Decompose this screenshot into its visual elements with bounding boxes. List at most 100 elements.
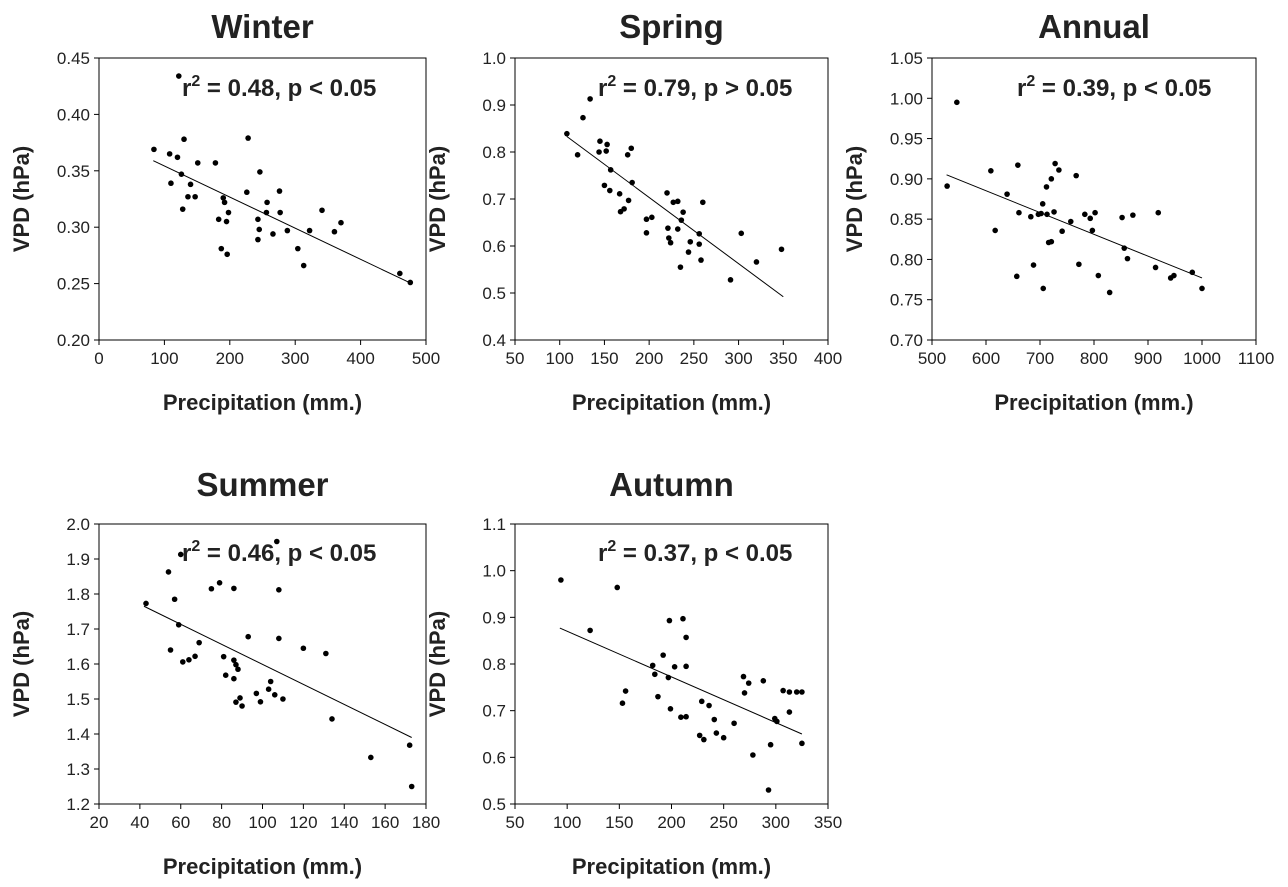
data-point	[1048, 176, 1055, 182]
data-point	[750, 752, 756, 758]
x-axis-label: Precipitation (mm.)	[572, 390, 771, 415]
data-point	[988, 168, 994, 174]
y-axis-label: VPD (hPa)	[425, 146, 450, 252]
data-point	[649, 214, 655, 221]
data-point	[683, 713, 689, 720]
x-tick-label: 400	[814, 349, 842, 368]
y-tick-label: 0.9	[482, 608, 506, 627]
data-point	[753, 259, 760, 265]
y-tick-label: 1.0	[482, 562, 506, 581]
data-point	[264, 199, 270, 206]
y-tick-label: 1.6	[66, 655, 90, 674]
data-point	[667, 239, 674, 246]
data-point	[1106, 289, 1113, 296]
data-point	[1056, 167, 1062, 173]
r2-annotation: r2 = 0.39, p < 0.05	[1017, 73, 1211, 102]
y-tick-label: 0.75	[890, 291, 923, 310]
data-point	[643, 216, 650, 223]
y-tick-label: 0.7	[482, 190, 506, 209]
data-point	[270, 231, 276, 237]
data-point	[680, 615, 686, 622]
x-axis-label: Precipitation (mm.)	[572, 854, 771, 879]
data-point	[224, 251, 230, 258]
y-tick-label: 0.80	[890, 250, 923, 269]
data-point	[255, 216, 261, 223]
data-point	[319, 207, 325, 214]
x-tick-label: 20	[90, 813, 109, 832]
data-point	[192, 653, 198, 660]
data-point	[276, 587, 282, 593]
data-point	[221, 199, 228, 206]
data-point	[1039, 201, 1046, 207]
data-point	[760, 678, 767, 684]
data-point	[727, 277, 734, 283]
data-point	[331, 228, 338, 235]
data-point	[407, 279, 414, 286]
y-tick-label: 0.30	[57, 218, 90, 237]
data-point	[1059, 228, 1065, 235]
data-point	[220, 195, 227, 201]
data-point	[629, 179, 635, 186]
x-tick-label: 600	[972, 349, 1000, 368]
data-point	[713, 730, 720, 736]
y-tick-label: 0.95	[890, 130, 923, 149]
x-tick-label: 1000	[1183, 349, 1221, 368]
data-point	[194, 160, 201, 166]
data-point	[233, 699, 239, 705]
y-tick-label: 0.85	[890, 210, 923, 229]
x-tick-label: 700	[1026, 349, 1054, 368]
data-point	[720, 734, 727, 741]
y-axis-label: VPD (hPa)	[9, 146, 34, 252]
x-tick-label: 200	[657, 813, 685, 832]
data-point	[1028, 213, 1034, 220]
data-point	[731, 720, 737, 727]
y-axis-label: VPD (hPa)	[425, 611, 450, 717]
data-point	[244, 189, 250, 196]
data-point	[696, 230, 703, 237]
trend-line	[153, 160, 412, 285]
data-point	[700, 199, 706, 206]
data-point	[165, 569, 172, 575]
data-point	[597, 138, 603, 144]
data-point	[667, 706, 674, 712]
data-point	[1048, 238, 1055, 245]
data-point	[186, 657, 192, 663]
data-point	[218, 245, 225, 252]
chart-title: Summer	[196, 466, 328, 503]
y-axis-label: VPD (hPa)	[842, 146, 867, 252]
data-point	[257, 169, 263, 175]
data-point	[698, 257, 704, 263]
y-tick-label: 0.40	[57, 105, 90, 124]
data-point	[711, 716, 718, 723]
y-tick-label: 0.5	[482, 284, 506, 303]
x-tick-label: 500	[412, 349, 440, 368]
r2-annotation: r2 = 0.79, p > 0.05	[598, 73, 792, 102]
data-point	[368, 754, 374, 761]
data-point	[306, 227, 313, 234]
x-tick-label: 200	[635, 349, 663, 368]
data-point	[1015, 162, 1021, 168]
data-point	[1052, 160, 1058, 167]
data-point	[338, 219, 344, 226]
data-point	[580, 114, 586, 121]
data-point	[151, 146, 157, 153]
data-point	[643, 230, 650, 236]
data-point	[233, 661, 239, 668]
x-tick-label: 150	[605, 813, 633, 832]
y-tick-label: 0.45	[57, 49, 90, 68]
data-point	[1124, 255, 1131, 262]
data-point	[267, 678, 274, 685]
y-tick-label: 1.8	[66, 585, 90, 604]
data-point	[143, 600, 149, 607]
chart-summer: Summer 20 40 60 80 100 120 140 160 180 1.2 1.3 1.4 1.…	[9, 466, 440, 879]
data-point	[245, 135, 251, 141]
x-tick-label: 100	[546, 349, 574, 368]
x-tick-label: 60	[171, 813, 190, 832]
data-point	[944, 183, 950, 189]
data-point	[666, 235, 672, 241]
data-point	[660, 652, 666, 658]
x-tick-label: 50	[506, 349, 525, 368]
data-point	[607, 167, 614, 173]
x-tick-label: 120	[289, 813, 317, 832]
data-point	[601, 182, 608, 189]
